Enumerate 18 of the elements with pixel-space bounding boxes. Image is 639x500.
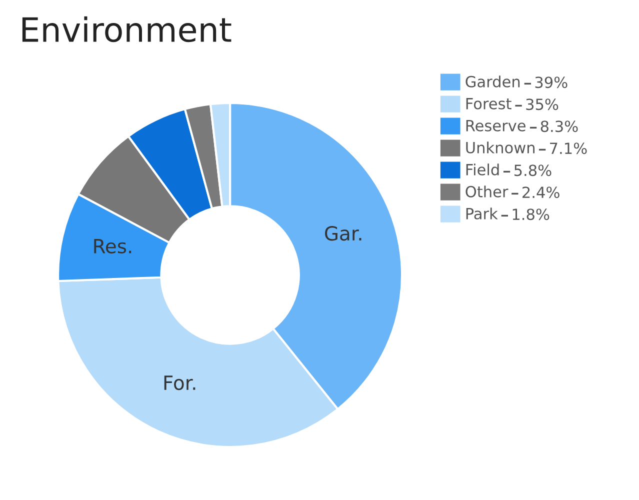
text: Res. bbox=[94, 239, 132, 254]
data-label: 2.4% bbox=[522, 186, 560, 198]
text: For. bbox=[164, 376, 196, 390]
chart-title: Environment bbox=[22, 16, 232, 42]
legend-label: Other bbox=[466, 186, 508, 198]
legend-label: Garden bbox=[466, 76, 520, 88]
legend-label: Field bbox=[466, 164, 499, 176]
legend-label: Reserve bbox=[466, 120, 526, 132]
text: Gar. bbox=[325, 226, 362, 241]
data-label: 1.8% bbox=[512, 208, 550, 220]
legend-label: Park bbox=[466, 208, 498, 220]
data-label: 35% bbox=[526, 98, 558, 110]
data-label: 8.3% bbox=[540, 120, 578, 132]
data-label: 5.8% bbox=[514, 164, 552, 176]
data-label: 7.1% bbox=[550, 142, 587, 154]
legend-label: Forest bbox=[466, 98, 512, 110]
legend-label: Unknown bbox=[466, 142, 534, 154]
data-label: 39% bbox=[535, 76, 568, 88]
